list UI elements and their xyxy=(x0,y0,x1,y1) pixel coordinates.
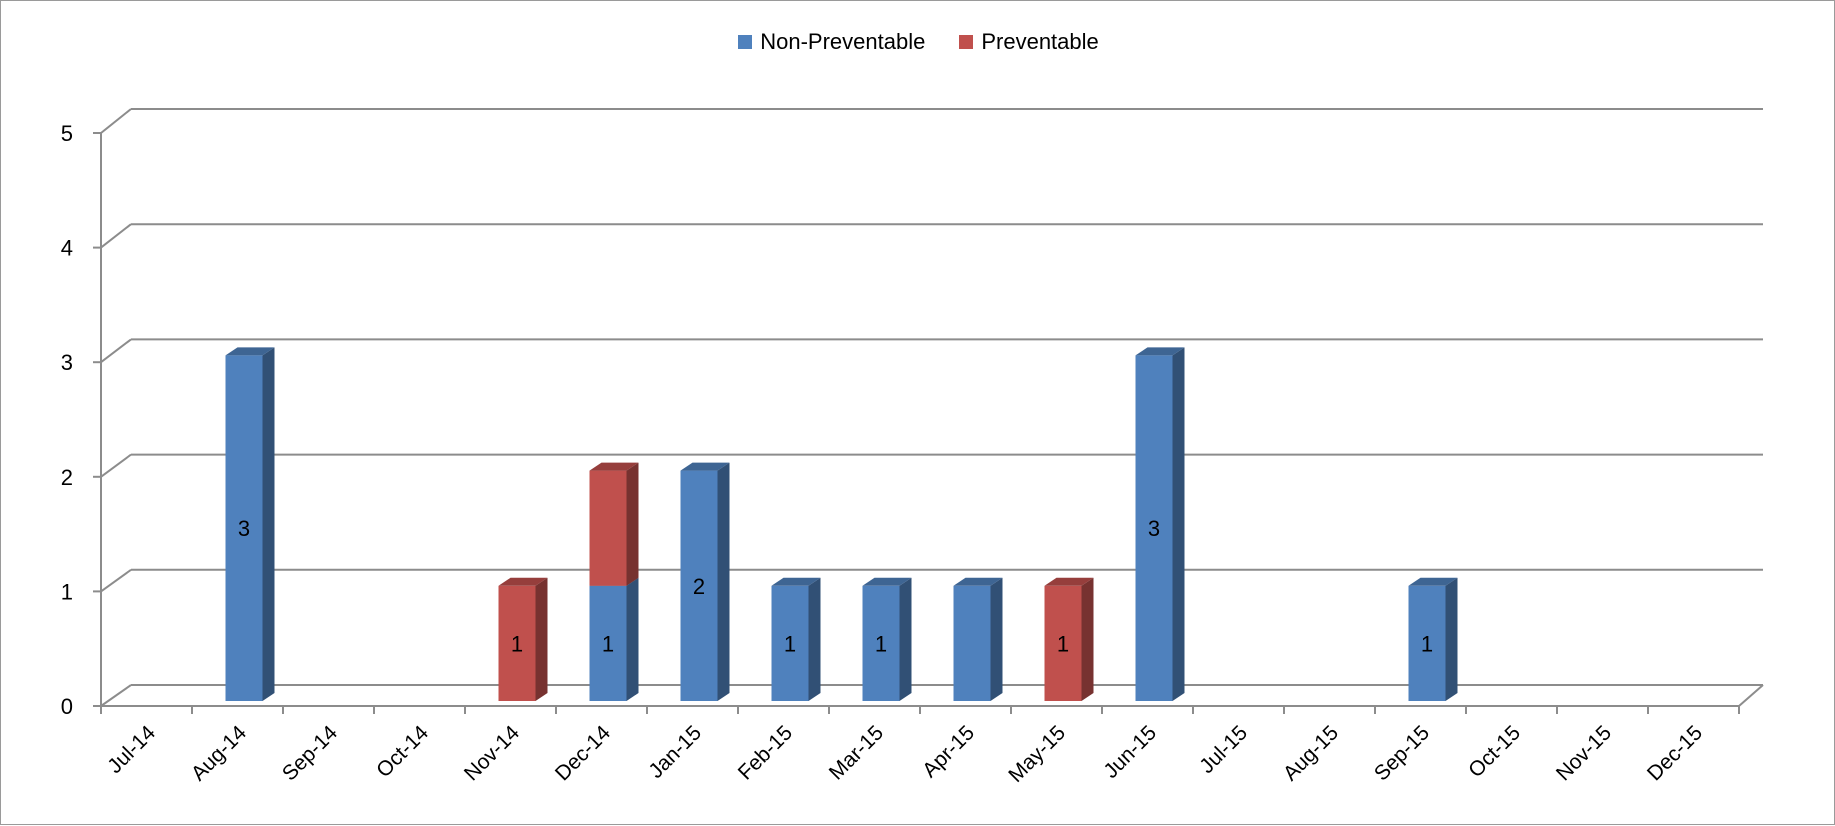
x-tick-label: Dec-14 xyxy=(551,721,615,785)
bar-non-preventable-sep-15 xyxy=(1408,585,1446,701)
x-tick-label: May-15 xyxy=(1004,721,1070,787)
y-tick-label: 3 xyxy=(61,350,73,375)
data-label: 2 xyxy=(693,574,705,599)
x-tick-label: Aug-14 xyxy=(187,721,251,785)
legend-swatch-non-preventable xyxy=(738,35,753,49)
x-tick-label: Sep-15 xyxy=(1370,721,1434,785)
legend-label-preventable: Preventable xyxy=(981,29,1099,54)
x-tick-label: Dec-15 xyxy=(1643,721,1707,785)
bar-top xyxy=(1408,577,1458,586)
x-tick-label: Sep-14 xyxy=(278,721,342,785)
bar-top xyxy=(498,577,548,586)
x-tick-label: Jan-15 xyxy=(644,721,706,783)
legend-swatch-preventable xyxy=(959,35,974,49)
bar-side xyxy=(717,462,730,701)
legend-item-non-preventable: Non-Preventable xyxy=(738,29,925,55)
bar-top xyxy=(953,577,1003,586)
data-label: 3 xyxy=(238,516,250,541)
bar-non-preventable-jan-15 xyxy=(680,470,718,701)
x-tick-label: Feb-15 xyxy=(734,721,797,784)
x-tick-label: Jun-15 xyxy=(1099,721,1161,783)
x-tick-label: Apr-15 xyxy=(918,721,979,782)
bar-side xyxy=(262,347,275,701)
bar-non-preventable-aug-14 xyxy=(225,355,263,701)
bar-top xyxy=(680,462,730,471)
bar-side xyxy=(1445,577,1458,701)
legend: Non-Preventable Preventable xyxy=(1,29,1835,55)
x-tick-label: Oct-14 xyxy=(372,721,433,782)
bar-side xyxy=(626,577,639,701)
bar-top xyxy=(862,577,912,586)
bar-non-preventable-mar-15 xyxy=(862,585,900,701)
legend-label-non-preventable: Non-Preventable xyxy=(760,29,926,54)
gridline-side-2 xyxy=(100,453,132,478)
bar-top xyxy=(225,347,275,356)
y-tick-label: 5 xyxy=(61,121,73,146)
gridline-side-3 xyxy=(100,338,132,363)
bar-side xyxy=(899,577,912,701)
x-tick-label: Nov-15 xyxy=(1552,721,1616,785)
bar-side xyxy=(1172,347,1185,701)
gridline-side-4 xyxy=(100,223,132,249)
data-label: 1 xyxy=(875,631,887,656)
floor-right-edge xyxy=(1738,684,1764,707)
bar-preventable-dec-14 xyxy=(589,470,627,586)
bar-top xyxy=(1135,347,1185,356)
bar-side xyxy=(808,577,821,701)
bar-side xyxy=(1081,577,1094,701)
gridline-side-0 xyxy=(100,684,132,707)
bar-non-preventable-dec-14 xyxy=(589,585,627,701)
gridline-side-1 xyxy=(100,568,132,593)
y-tick-label: 2 xyxy=(61,465,73,490)
data-label: 3 xyxy=(1148,516,1160,541)
data-label: 1 xyxy=(602,631,614,656)
gridline-side-5 xyxy=(100,108,132,134)
bar-non-preventable-apr-15 xyxy=(953,585,991,701)
bar-side xyxy=(626,462,639,586)
x-tick-label: Aug-15 xyxy=(1279,721,1343,785)
bar-preventable-nov-14 xyxy=(498,585,536,701)
x-tick-label: Oct-15 xyxy=(1464,721,1525,782)
legend-item-preventable: Preventable xyxy=(959,29,1099,55)
data-label: 1 xyxy=(1057,631,1069,656)
x-tick-label: Jul-14 xyxy=(103,721,160,778)
data-label: 1 xyxy=(784,631,796,656)
y-tick-label: 1 xyxy=(61,579,73,604)
x-tick-label: Nov-14 xyxy=(460,721,524,785)
x-tick-label: Jul-15 xyxy=(1195,721,1252,778)
bar-top xyxy=(1044,577,1094,586)
bar-top xyxy=(589,462,639,471)
data-label: 1 xyxy=(511,631,523,656)
bar-non-preventable-jun-15 xyxy=(1135,355,1173,701)
bar-non-preventable-feb-15 xyxy=(771,585,809,701)
x-tick-label: Mar-15 xyxy=(825,721,888,784)
y-tick-label: 0 xyxy=(61,694,73,719)
y-tick-label: 4 xyxy=(61,236,73,261)
bar-preventable-may-15 xyxy=(1044,585,1082,701)
bar-side xyxy=(535,577,548,701)
data-label: 1 xyxy=(1421,631,1433,656)
bar-side xyxy=(990,577,1003,701)
bar-top xyxy=(771,577,821,586)
